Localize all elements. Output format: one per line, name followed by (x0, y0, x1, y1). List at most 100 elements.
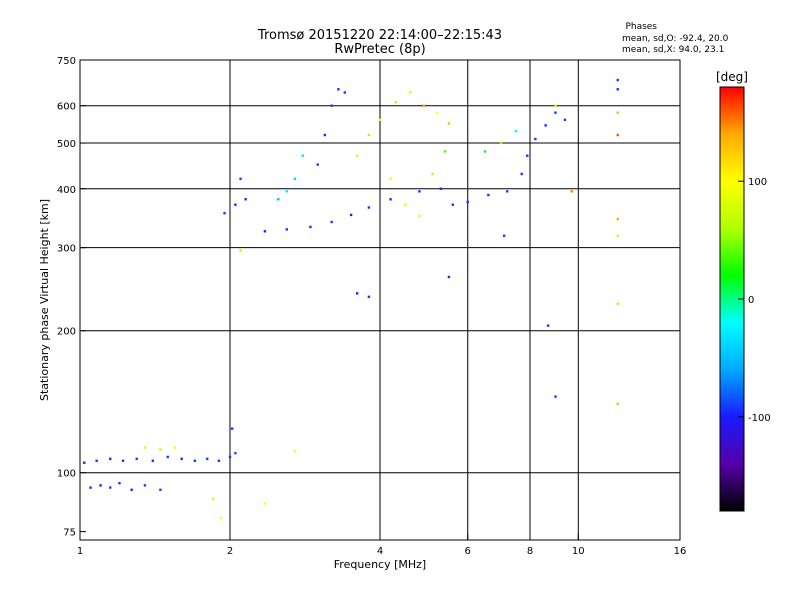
data-point (554, 395, 557, 398)
data-point (418, 190, 421, 193)
data-point (378, 118, 382, 122)
data-point (89, 486, 92, 489)
y-tick-label: 750 (57, 56, 76, 67)
data-point (443, 150, 447, 153)
x-tick-label: 10 (572, 546, 585, 557)
x-tick-label: 8 (527, 546, 533, 557)
data-point (309, 225, 312, 229)
data-point (330, 220, 333, 224)
x-axis-label: Frequency [MHz] (334, 558, 426, 571)
y-tick-label: 75 (63, 528, 76, 539)
x-tick-label: 1 (77, 546, 83, 557)
data-point (502, 234, 506, 237)
data-point (514, 129, 518, 133)
data-point (435, 111, 438, 114)
chart-subtitle: RwPretec (8p) (334, 42, 426, 57)
data-point (109, 457, 112, 461)
x-tick-label: 16 (674, 546, 687, 557)
x-tick-label: 4 (377, 546, 383, 557)
data-point (234, 203, 237, 206)
data-point (451, 203, 455, 206)
data-point (285, 228, 288, 231)
data-point (135, 457, 138, 461)
data-point (389, 198, 392, 201)
data-point (616, 111, 619, 114)
data-point (447, 275, 451, 279)
data-point (499, 141, 503, 145)
colorbar-tick-label: 0 (748, 295, 754, 306)
data-point (211, 497, 215, 501)
data-point (409, 91, 412, 94)
data-point (389, 177, 392, 180)
data-point (263, 502, 267, 505)
data-point (239, 177, 242, 180)
data-point (244, 198, 247, 201)
data-point (166, 455, 169, 459)
data-point (143, 446, 147, 449)
data-point (394, 101, 397, 104)
data-point (534, 137, 537, 141)
data-point (95, 459, 98, 462)
data-point (439, 187, 443, 190)
data-point (616, 402, 619, 405)
data-point (239, 249, 242, 252)
data-point (355, 292, 359, 295)
data-point (263, 230, 267, 233)
data-point (505, 190, 509, 193)
data-point (223, 212, 226, 215)
data-point (219, 517, 223, 520)
data-point (151, 459, 155, 462)
data-point (301, 154, 305, 157)
data-point (217, 459, 221, 462)
data-point (349, 213, 353, 217)
data-point (193, 459, 197, 462)
data-point (234, 451, 237, 455)
data-point (544, 124, 547, 127)
colorbar-tick-label: -100 (748, 413, 771, 424)
chart-title: Tromsø 20151220 22:14:00–22:15:43 (257, 28, 503, 43)
y-axis-label: Stationary phase Virtual Height [km] (38, 199, 51, 401)
data-point (483, 150, 487, 153)
data-point (554, 111, 557, 114)
y-tick-label: 300 (57, 244, 76, 255)
data-point (293, 177, 297, 180)
colorbar-label: [deg] (716, 70, 748, 84)
data-point (616, 78, 619, 82)
data-point (526, 154, 529, 157)
data-point (554, 104, 557, 107)
data-point (173, 446, 177, 449)
data-point (616, 88, 619, 91)
data-point (404, 203, 407, 206)
x-tick-label: 6 (465, 546, 471, 557)
data-point (277, 198, 280, 201)
data-point (109, 486, 112, 489)
data-point (466, 200, 469, 204)
data-point (205, 457, 209, 461)
y-tick-label: 600 (57, 102, 76, 113)
data-point (316, 163, 319, 166)
y-tick-label: 100 (57, 469, 76, 480)
colorbar-tick-label: 100 (748, 177, 767, 188)
y-tick-label: 200 (57, 327, 76, 338)
data-point (418, 214, 421, 218)
data-point (180, 457, 183, 461)
data-point (616, 302, 619, 306)
data-point (159, 488, 162, 491)
data-point (230, 427, 234, 430)
data-point (520, 172, 523, 176)
data-point (285, 190, 288, 193)
data-point (143, 484, 147, 487)
data-point (367, 295, 371, 299)
data-point (293, 450, 297, 453)
data-point (487, 193, 490, 197)
data-point (355, 154, 359, 157)
data-point (546, 324, 550, 327)
data-point (616, 234, 619, 237)
data-point (118, 482, 121, 485)
data-point (343, 91, 347, 94)
data-point (422, 104, 426, 107)
data-point (570, 190, 573, 193)
data-point (99, 484, 102, 487)
x-tick-label: 2 (227, 546, 233, 557)
